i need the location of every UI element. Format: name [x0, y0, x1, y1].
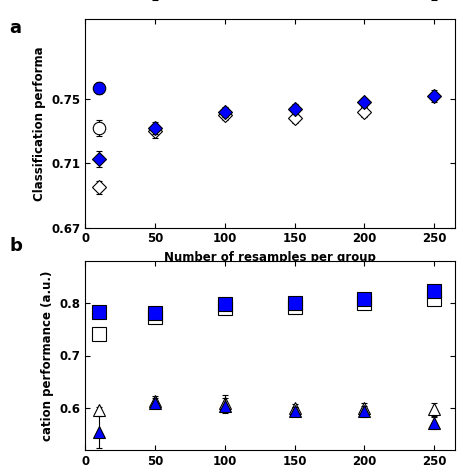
Text: a: a [9, 19, 21, 37]
Y-axis label: Classification performa: Classification performa [33, 46, 46, 201]
Y-axis label: cation performance (a.u.): cation performance (a.u.) [41, 270, 54, 441]
X-axis label: Number of resamples per group
for balanced matrixing (a.u.): Number of resamples per group for balanc… [164, 251, 376, 279]
Text: b: b [9, 237, 22, 255]
